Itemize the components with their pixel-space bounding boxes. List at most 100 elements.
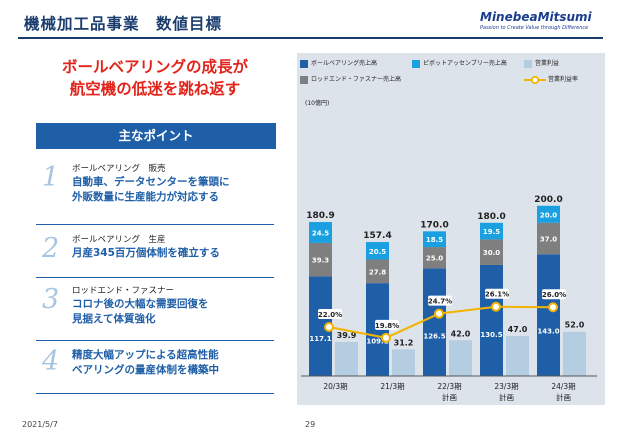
logo-name: MinebeaMitsumi xyxy=(480,10,592,24)
point-text: 自動車、データセンターを筆頭に 外販数量に生産能力が対応する xyxy=(72,175,230,205)
point-divider xyxy=(36,277,274,278)
legend-label: 営業利益率 xyxy=(548,76,579,83)
data-label-rod-end: 30.0 xyxy=(483,249,500,257)
point-category: ボールベアリング 販売 xyxy=(72,164,166,174)
legend-label: ピボットアッセンブリー売上高 xyxy=(423,60,507,67)
point-line: ベアリングの量産体制を構築中 xyxy=(72,364,219,376)
margin-point xyxy=(548,302,558,313)
point-number: 4 xyxy=(42,346,60,377)
point-divider xyxy=(36,340,274,341)
footer-date: 2021/5/7 xyxy=(22,420,58,429)
bar-rod-end xyxy=(537,222,560,255)
bar-pivot xyxy=(423,231,446,248)
bar-op-income xyxy=(335,342,358,376)
x-tick-sublabel: 計画 xyxy=(556,392,571,402)
company-logo: MinebeaMitsumi Passion to Create Value t… xyxy=(480,10,604,31)
legend-label: 営業利益 xyxy=(535,60,560,67)
point-category: ボールベアリング 生産 xyxy=(72,235,166,245)
bar-ball-bearing xyxy=(309,276,332,376)
point-line: コロナ後の大幅な需要回復を xyxy=(72,298,209,310)
margin-label-bg xyxy=(542,289,566,300)
data-label-ball-bearing: 143.0 xyxy=(537,327,559,335)
point-line: 外販数量に生産能力が対応する xyxy=(72,191,219,203)
points-heading: 主なポイント xyxy=(36,123,276,149)
margin-label-bg xyxy=(318,308,342,319)
point-line: 精度大幅アップによる超高性能 xyxy=(72,349,219,361)
headline-line-2: 航空機の低迷を跳ね返す xyxy=(69,80,241,98)
bar-op-income xyxy=(563,331,586,376)
bar-pivot xyxy=(480,222,503,240)
legend-item-ball-bearing: ボールベアリング売上高 xyxy=(300,58,377,68)
data-label-ball-bearing: 126.5 xyxy=(423,332,445,340)
bar-ball-bearing xyxy=(480,264,503,376)
bar-pivot xyxy=(309,222,332,243)
legend-swatch xyxy=(524,59,532,68)
headline: ボールベアリングの成長が 航空機の低迷を跳ね返す xyxy=(24,56,286,100)
legend-item-margin: 営業利益率 xyxy=(524,74,578,85)
point-text: 月産345百万個体制を確立する xyxy=(72,246,220,261)
bar-rod-end xyxy=(366,259,389,284)
point-divider xyxy=(36,393,274,394)
bar-ball-bearing xyxy=(423,268,446,376)
point-line: 月産345百万個体制を確立する xyxy=(72,247,220,259)
x-tick-label: 23/3期 xyxy=(494,382,518,391)
total-label: 180.0 xyxy=(477,212,505,222)
data-label-op-income: 39.9 xyxy=(337,331,357,340)
bar-rod-end xyxy=(423,247,446,269)
bar-chart: 117.1 39.3 24.5 180.9 39.9 20/3期 109.1 27.8 20.5… xyxy=(301,195,597,402)
data-label-pivot: 19.5 xyxy=(483,228,500,236)
data-label-op-income: 52.0 xyxy=(565,321,585,330)
data-label-rod-end: 37.0 xyxy=(540,236,557,244)
bar-rod-end xyxy=(480,239,503,265)
x-tick-label: 20/3期 xyxy=(323,382,347,391)
headline-line-1: ボールベアリングの成長が xyxy=(61,58,248,76)
point-line: 見据えて体質強化 xyxy=(72,313,156,325)
data-label-ball-bearing: 109.1 xyxy=(366,338,388,346)
bar-op-income xyxy=(449,340,472,376)
data-label-margin: 24.7% xyxy=(428,298,452,306)
bar-rod-end xyxy=(309,242,332,277)
data-label-margin: 19.8% xyxy=(375,322,399,330)
data-label-pivot: 20.0 xyxy=(540,211,557,219)
point-number: 2 xyxy=(42,233,60,264)
logo-tagline: Passion to Create Value through Differen… xyxy=(480,25,589,31)
margin-point xyxy=(324,321,334,332)
bar-pivot xyxy=(366,242,389,260)
data-label-ball-bearing: 117.1 xyxy=(309,335,331,343)
bar-pivot xyxy=(537,205,560,223)
legend-item-rod-end: ロッドエンド・ファスナー売上高 xyxy=(300,74,401,84)
point-number: 3 xyxy=(42,284,60,315)
margin-label-bg xyxy=(428,295,452,306)
point-text: 精度大幅アップによる超高性能 ベアリングの量産体制を構築中 xyxy=(72,348,219,378)
legend-label: ボールベアリング売上高 xyxy=(311,60,378,67)
total-label: 170.0 xyxy=(420,220,448,230)
point-divider xyxy=(36,224,274,225)
margin-point xyxy=(381,332,391,343)
total-label: 200.0 xyxy=(534,195,562,205)
point-text: コロナ後の大幅な需要回復を 見据えて体質強化 xyxy=(72,297,209,327)
data-label-pivot: 24.5 xyxy=(312,229,329,237)
margin-point xyxy=(434,308,444,319)
data-label-rod-end: 27.8 xyxy=(369,268,386,276)
page-title: 機械加工品事業 数値目標 xyxy=(24,15,223,33)
data-label-margin: 26.1% xyxy=(485,291,509,299)
data-label-pivot: 20.5 xyxy=(369,248,386,256)
legend-line-swatch xyxy=(524,75,546,84)
legend-swatch xyxy=(300,59,308,68)
point-line: 自動車、データセンターを筆頭に xyxy=(72,176,230,188)
margin-label-bg xyxy=(485,288,509,299)
data-label-pivot: 18.5 xyxy=(426,236,443,244)
total-label: 157.4 xyxy=(363,231,391,241)
data-label-margin: 22.0% xyxy=(318,311,342,319)
data-label-rod-end: 25.0 xyxy=(426,255,443,263)
total-label: 180.9 xyxy=(306,211,334,221)
legend-swatch xyxy=(412,59,420,68)
chart-unit: (10億円) xyxy=(305,100,330,107)
data-label-op-income: 42.0 xyxy=(451,329,471,338)
margin-point xyxy=(491,301,501,312)
page-number: 29 xyxy=(305,420,316,429)
data-label-op-income: 47.0 xyxy=(508,325,528,334)
data-label-op-income: 31.2 xyxy=(394,338,414,347)
legend-item-pivot: ピボットアッセンブリー売上高 xyxy=(412,58,507,68)
legend-swatch xyxy=(300,75,308,84)
